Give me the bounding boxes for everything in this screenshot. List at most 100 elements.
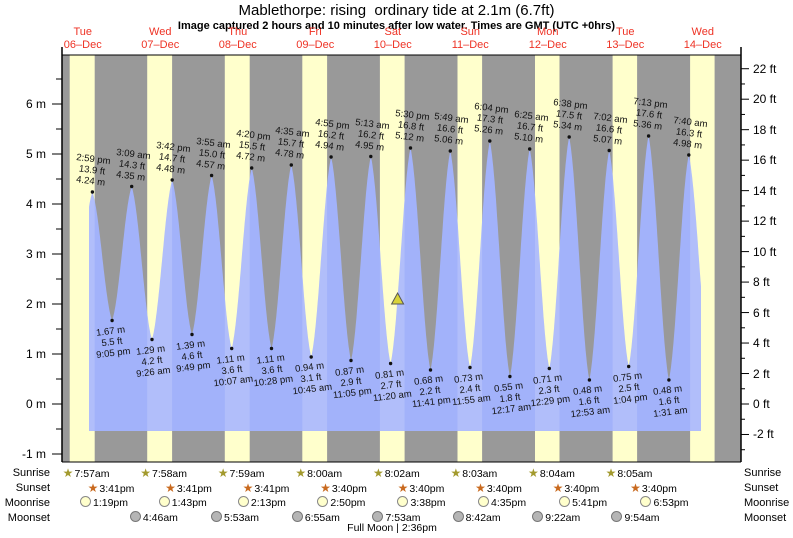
day-date: 09–Dec [296, 38, 335, 51]
day-date: 10–Dec [373, 38, 412, 51]
moonset-entry: 5:53am [210, 511, 259, 526]
chart-subtitle: Image captured 2 hours and 10 minutes af… [177, 20, 616, 32]
moonrise-icon [237, 496, 249, 507]
moonrise-icon [559, 496, 571, 507]
moonrise-icon [317, 496, 329, 507]
day-label: Fri 09–Dec [278, 26, 352, 51]
y-axis-label-ft: 10 ft [753, 244, 777, 259]
day-weekday: Fri [308, 26, 322, 38]
tide-point [170, 178, 174, 182]
moonrise-icon [478, 496, 490, 507]
moonrise-row-label-left: Moonrise [4, 497, 50, 509]
sunrise-time: 8:05am [617, 468, 653, 480]
day-date: 12–Dec [528, 38, 567, 51]
sunrise-entry: ★7:57am [63, 466, 110, 482]
chart-title: Mablethorpe: rising ordinary tide at 2.1… [238, 2, 555, 19]
sunset-icon: ★ [320, 481, 331, 495]
tide-point [408, 146, 413, 150]
moonset-time: 4:46am [142, 512, 178, 524]
moonrise-entry: 5:41pm [559, 496, 607, 511]
sunrise-time: 7:59am [229, 468, 265, 480]
sunset-time: 3:41pm [176, 483, 212, 495]
moonrise-time: 6:53pm [653, 497, 689, 509]
sunrise-entry: ★8:04am [528, 466, 575, 482]
tide-annotation-high: 7:40 am 16.3 ft 4.98 m [658, 114, 720, 154]
y-axis-label-m: 1 m [25, 347, 46, 361]
moonrise-icon [397, 496, 409, 507]
tide-point [646, 134, 651, 138]
day-label: Tue 13–Dec [588, 26, 662, 51]
sunrise-time: 7:57am [74, 468, 110, 480]
sunset-icon: ★ [552, 481, 564, 495]
full-moon-label: Full Moon | 2:36pm [347, 522, 437, 534]
tide-point [448, 149, 452, 153]
sunrise-entry: ★8:02am [373, 466, 420, 482]
sunrise-icon: ★ [605, 466, 617, 480]
sunset-icon: ★ [87, 481, 99, 495]
sunset-entry: ★3:41pm [243, 481, 290, 497]
moonrise-icon [640, 496, 652, 507]
sunrise-icon: ★ [372, 466, 384, 480]
moonset-entry: 6:55am [291, 511, 340, 526]
y-axis-label-ft: 8 ft [753, 275, 770, 290]
sunrise-entry: ★7:58am [140, 466, 187, 482]
sunset-row-label-left: Sunset [15, 482, 50, 494]
tide-point [567, 135, 571, 139]
tide-point [190, 332, 194, 337]
y-axis-label-m: 4 m [25, 197, 46, 211]
moonrise-entry: 4:35pm [478, 496, 526, 511]
sunset-icon: ★ [475, 481, 486, 495]
sunset-time: 3:41pm [99, 483, 135, 495]
y-axis-label-ft: 2 ft [753, 366, 770, 381]
sunset-time: 3:40pm [331, 483, 367, 495]
y-axis-label-ft: 16 ft [753, 153, 777, 168]
sunrise-row-label-right: Sunrise [744, 467, 782, 479]
y-axis-label-ft: 14 ft [753, 183, 777, 198]
sunrise-time: 8:03am [462, 468, 498, 480]
y-axis-label-ft: 18 ft [753, 122, 777, 137]
tide-point [488, 139, 492, 143]
tide-point [388, 361, 393, 366]
tide-point [369, 154, 373, 159]
moonrise-entry: 2:13pm [237, 496, 286, 511]
moonrise-time: 1:43pm [171, 497, 207, 509]
daylight-band-overlay [89, 137, 95, 431]
day-label: Sun 11–Dec [433, 26, 507, 51]
day-weekday: Mon [537, 26, 559, 38]
daylight-band-overlay [690, 137, 701, 431]
day-label: Wed 07–Dec [123, 26, 197, 51]
sunset-icon: ★ [165, 481, 176, 495]
moonset-icon [291, 511, 303, 522]
day-label: Tue 06–Dec [46, 26, 120, 51]
tide-point [250, 166, 254, 170]
moonrise-entry: 1:19pm [80, 496, 128, 511]
day-label: Sat 10–Dec [356, 26, 430, 51]
day-weekday: Sun [460, 26, 481, 38]
sunset-icon: ★ [630, 481, 641, 495]
tide-point [528, 147, 532, 151]
tide-point [468, 365, 472, 370]
y-axis-label-ft: 6 ft [753, 305, 770, 320]
tide-point [110, 318, 114, 323]
moonset-time: 7:53am [385, 512, 421, 524]
moonrise-entry: 6:53pm [640, 496, 689, 511]
day-weekday: Sat [384, 26, 401, 38]
tide-point [607, 148, 611, 153]
sunset-entry: ★3:40pm [630, 481, 677, 497]
sunrise-time: 8:02am [384, 468, 420, 480]
day-weekday: Tue [73, 26, 93, 38]
y-axis-label-ft: 0 ft [753, 397, 770, 411]
y-axis-label-m: 6 m [25, 97, 46, 111]
moonset-icon [532, 511, 544, 522]
sunrise-icon: ★ [62, 466, 74, 480]
sunrise-icon: ★ [140, 466, 151, 480]
moonset-time: 9:54am [624, 512, 660, 524]
tide-point [627, 364, 631, 369]
y-axis-label-ft: -2 ft [753, 427, 774, 442]
day-label: Thu 08–Dec [201, 26, 275, 51]
tide-point [349, 358, 353, 363]
moonset-entry: 9:22am [532, 511, 580, 526]
moonrise-icon [80, 496, 91, 507]
moonset-entry: 7:53am [372, 511, 420, 526]
